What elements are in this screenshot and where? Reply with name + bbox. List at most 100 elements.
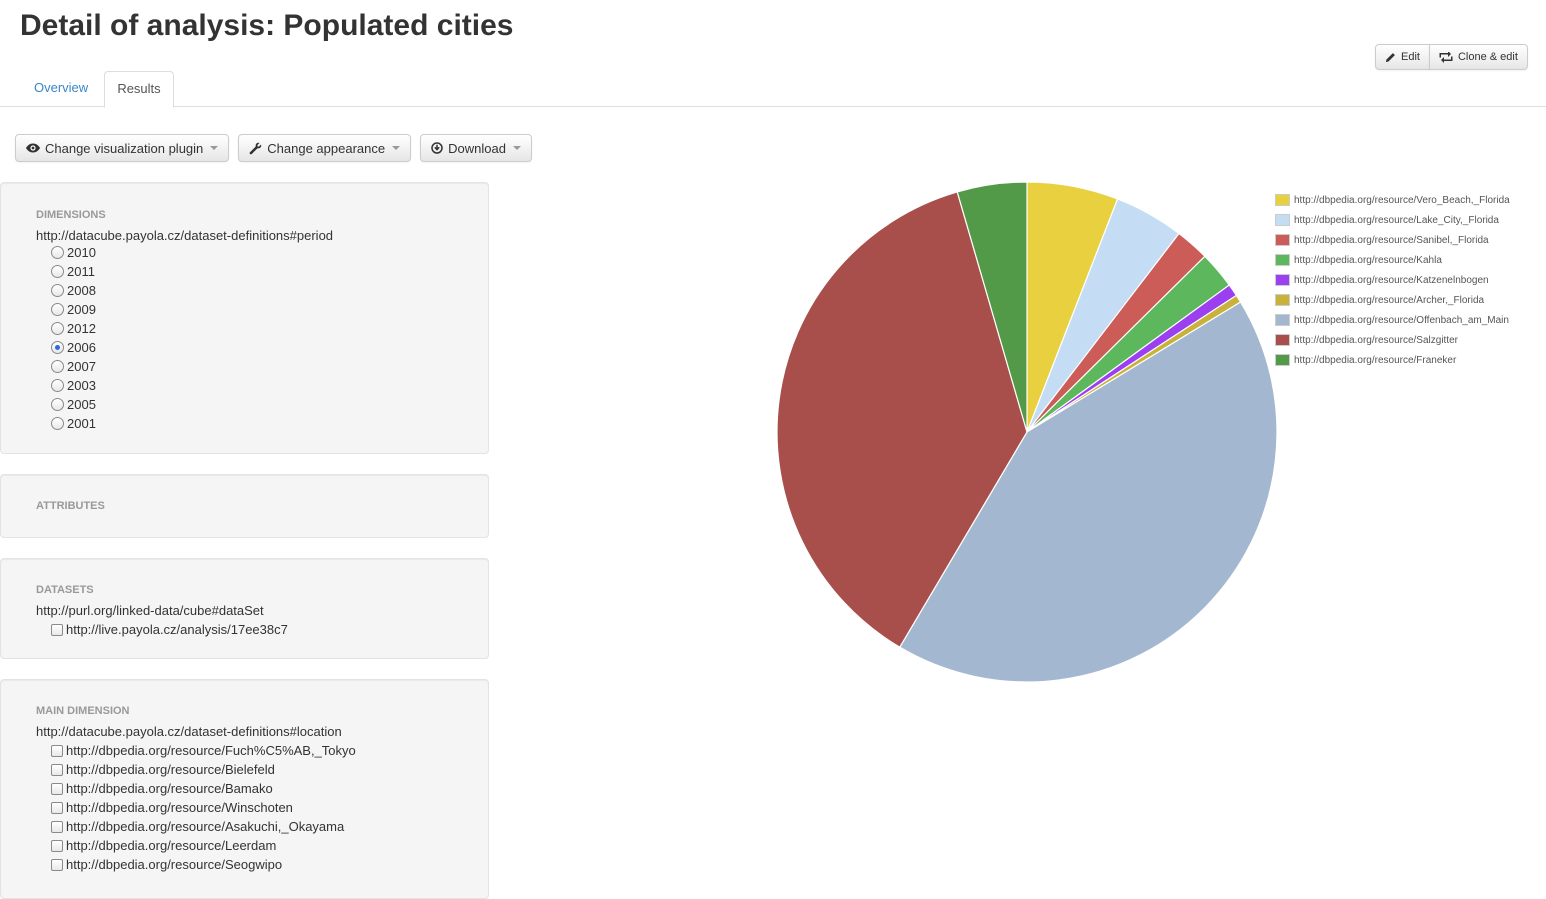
legend-swatch (1275, 214, 1290, 226)
dimension-option[interactable]: 2011 (51, 262, 96, 281)
dimension-option-label: 2003 (67, 378, 96, 393)
datasets-panel: DATASETS http://purl.org/linked-data/cub… (0, 558, 489, 659)
legend-item: http://dbpedia.org/resource/Katzenelnbog… (1275, 270, 1510, 290)
tab-results[interactable]: Results (104, 71, 174, 108)
caret-down-icon (392, 146, 401, 150)
radio-button[interactable] (51, 417, 64, 430)
clone-edit-button-label: Clone & edit (1457, 51, 1518, 63)
attributes-title: ATTRIBUTES (36, 500, 105, 512)
main-dimension-option[interactable]: http://dbpedia.org/resource/Bamako (51, 779, 356, 798)
legend-swatch (1275, 234, 1290, 246)
checkbox[interactable] (51, 839, 63, 852)
main-dimension-option[interactable]: http://dbpedia.org/resource/Seogwipo (51, 855, 356, 874)
edit-button-label: Edit (1401, 51, 1420, 63)
main-dimension-option[interactable]: http://dbpedia.org/resource/Fuch%C5%AB,_… (51, 741, 356, 760)
change-visualization-button[interactable]: Change visualization plugin (15, 134, 230, 162)
main-dimension-option-label: http://dbpedia.org/resource/Leerdam (66, 838, 277, 853)
legend-label: http://dbpedia.org/resource/Vero_Beach,_… (1294, 194, 1510, 206)
legend-swatch (1275, 294, 1290, 306)
dimension-option[interactable]: 2008 (51, 281, 96, 300)
legend-label: http://dbpedia.org/resource/Katzenelnbog… (1294, 274, 1489, 286)
legend-item: http://dbpedia.org/resource/Kahla (1275, 250, 1510, 270)
main-dimension-option-label: http://dbpedia.org/resource/Winschoten (66, 800, 293, 815)
radio-button[interactable] (51, 322, 64, 335)
legend-item: http://dbpedia.org/resource/Lake_City,_F… (1275, 210, 1510, 230)
datasets-options: http://live.payola.cz/analysis/17ee38c7 (51, 620, 288, 639)
legend-item: http://dbpedia.org/resource/Offenbach_am… (1275, 310, 1510, 330)
eye-icon (26, 143, 40, 153)
radio-button[interactable] (51, 341, 64, 354)
dimension-option-label: 2010 (67, 245, 96, 260)
radio-button[interactable] (51, 360, 64, 373)
wrench-icon (249, 142, 262, 155)
dimension-option[interactable]: 2007 (51, 357, 96, 376)
pie-slice[interactable] (956, 181, 1028, 433)
download-label: Download (448, 140, 506, 156)
checkbox[interactable] (51, 744, 63, 757)
dimension-option[interactable]: 2001 (51, 414, 96, 433)
dimension-option-label: 2007 (67, 359, 96, 374)
radio-button[interactable] (51, 398, 64, 411)
main-dimension-option[interactable]: http://dbpedia.org/resource/Asakuchi,_Ok… (51, 817, 356, 836)
download-button[interactable]: Download (420, 134, 532, 162)
clone-edit-button[interactable]: Clone & edit (1428, 44, 1528, 70)
radio-button[interactable] (51, 284, 64, 297)
checkbox[interactable] (51, 820, 63, 833)
tab-overview[interactable]: Overview (34, 80, 89, 95)
dimension-option-label: 2011 (67, 264, 95, 279)
edit-button[interactable]: Edit (1375, 44, 1430, 70)
main-dimension-option[interactable]: http://dbpedia.org/resource/Leerdam (51, 836, 356, 855)
checkbox[interactable] (51, 801, 63, 814)
radio-button[interactable] (51, 246, 64, 259)
main-dimension-option[interactable]: http://dbpedia.org/resource/Winschoten (51, 798, 356, 817)
dimension-option[interactable]: 2005 (51, 395, 96, 414)
legend-label: http://dbpedia.org/resource/Lake_City,_F… (1294, 214, 1499, 226)
legend-swatch (1275, 194, 1290, 206)
legend-item: http://dbpedia.org/resource/Vero_Beach,_… (1275, 190, 1510, 210)
dimension-option-label: 2008 (67, 283, 96, 298)
dimension-option-label: 2009 (67, 302, 96, 317)
attributes-panel: ATTRIBUTES (0, 474, 489, 538)
dimension-option[interactable]: 2003 (51, 376, 96, 395)
dimension-option-label: 2012 (67, 321, 96, 336)
visualization-toolbar: Change visualization plugin Change appea… (15, 134, 532, 162)
dimensions-panel: DIMENSIONS http://datacube.payola.cz/dat… (0, 182, 489, 454)
dimensions-options: 2010 2011 2008 2009 2012 2006 2007 2003 2005 2001 (51, 243, 96, 433)
checkbox[interactable] (51, 782, 63, 795)
main-dimension-property: http://datacube.payola.cz/dataset-defini… (36, 724, 342, 739)
main-dimension-panel: MAIN DIMENSION http://datacube.payola.cz… (0, 679, 489, 899)
retweet-icon (1439, 51, 1453, 63)
dimensions-title: DIMENSIONS (36, 209, 106, 221)
legend-item: http://dbpedia.org/resource/Sanibel,_Flo… (1275, 230, 1510, 250)
checkbox[interactable] (51, 623, 63, 636)
dimension-option[interactable]: 2010 (51, 243, 96, 262)
legend-label: http://dbpedia.org/resource/Offenbach_am… (1294, 314, 1509, 326)
main-dimension-option[interactable]: http://dbpedia.org/resource/Bielefeld (51, 760, 356, 779)
radio-button[interactable] (51, 379, 64, 392)
chart-legend: http://dbpedia.org/resource/Vero_Beach,_… (1275, 190, 1510, 370)
pie-chart (776, 181, 1278, 683)
legend-swatch (1275, 254, 1290, 266)
dimension-option[interactable]: 2009 (51, 300, 96, 319)
page-title: Detail of analysis: Populated cities (20, 9, 514, 42)
legend-label: http://dbpedia.org/resource/Sanibel,_Flo… (1294, 234, 1489, 246)
pie-slice[interactable] (776, 191, 1028, 649)
pie-chart-area (700, 160, 1546, 760)
dataset-option[interactable]: http://live.payola.cz/analysis/17ee38c7 (51, 620, 288, 639)
radio-button[interactable] (51, 265, 64, 278)
legend-swatch (1275, 314, 1290, 326)
checkbox[interactable] (51, 858, 63, 871)
dimension-option[interactable]: 2006 (51, 338, 96, 357)
legend-swatch (1275, 334, 1290, 346)
legend-label: http://dbpedia.org/resource/Salzgitter (1294, 334, 1458, 346)
caret-down-icon (210, 146, 219, 150)
download-circle-icon (431, 142, 443, 154)
radio-button[interactable] (51, 303, 64, 316)
checkbox[interactable] (51, 763, 63, 776)
datasets-title: DATASETS (36, 584, 94, 596)
pie-slice[interactable] (898, 301, 1278, 683)
legend-item: http://dbpedia.org/resource/Archer,_Flor… (1275, 290, 1510, 310)
dimension-option[interactable]: 2012 (51, 319, 96, 338)
legend-item: http://dbpedia.org/resource/Salzgitter (1275, 330, 1510, 350)
change-appearance-button[interactable]: Change appearance (238, 134, 412, 162)
